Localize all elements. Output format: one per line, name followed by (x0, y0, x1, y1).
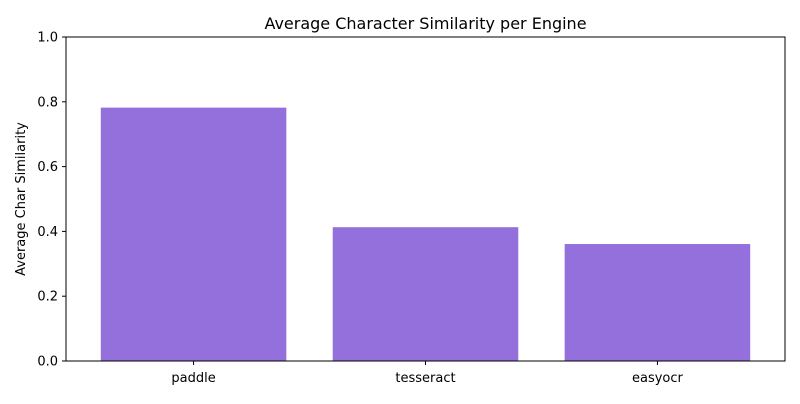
y-tick-label: 0.6 (37, 160, 58, 175)
bar-paddle (100, 107, 287, 361)
y-tick-label: 0.0 (37, 355, 58, 370)
x-tick-label: tesseract (395, 371, 455, 386)
y-tick-label: 0.4 (37, 225, 58, 240)
bars-layer (100, 107, 751, 361)
bar-tesseract (332, 227, 519, 361)
y-tick-label: 1.0 (37, 31, 58, 46)
ticks-layer: paddle tesseract easyocr 0.0 0.2 0.4 0.6 0.8 1.0 (37, 31, 683, 387)
x-tick-label: easyocr (632, 371, 684, 386)
y-tick-label: 0.8 (37, 95, 58, 110)
bar-easyocr (564, 244, 751, 361)
chart-title: Average Character Similarity per Engine (264, 14, 586, 33)
x-tick-label: paddle (171, 371, 215, 386)
y-axis-label: Average Char Similarity (14, 122, 29, 276)
y-tick-label: 0.2 (37, 290, 58, 305)
